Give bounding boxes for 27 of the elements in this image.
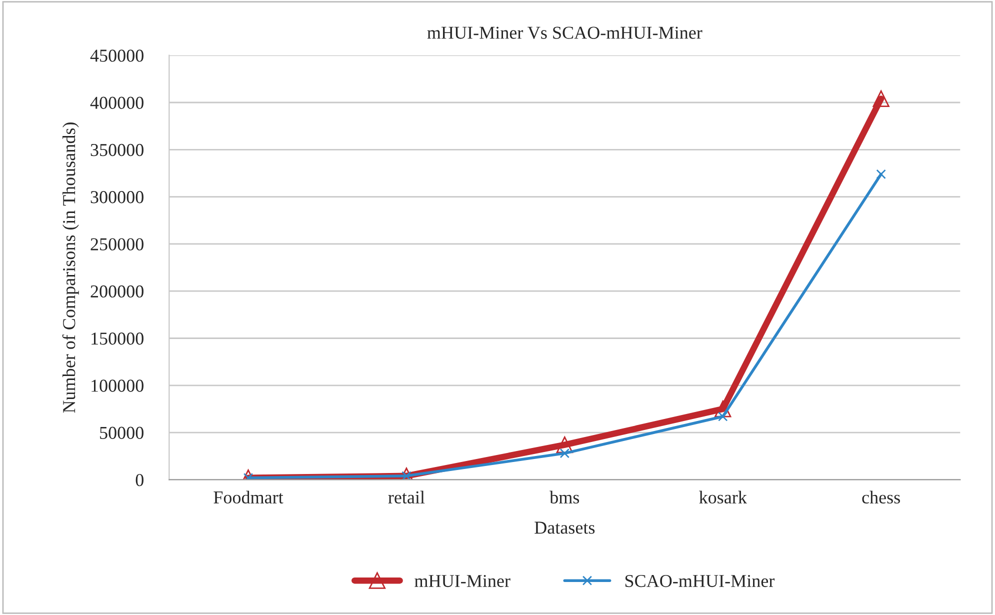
y-tick-label: 400000 bbox=[90, 96, 144, 109]
point bbox=[872, 90, 890, 108]
y-tick-label: 450000 bbox=[90, 50, 144, 62]
y-tick-label: 0 bbox=[136, 474, 144, 486]
point bbox=[714, 400, 732, 418]
point bbox=[243, 472, 254, 480]
x-axis-title: Datasets bbox=[534, 522, 595, 534]
x-tick-label: Foodmart bbox=[214, 490, 284, 504]
legend-label: mHUI-Miner bbox=[414, 574, 510, 588]
x-tick-label: kosark bbox=[699, 490, 747, 504]
y-tick-label: 350000 bbox=[90, 144, 144, 156]
y-axis-title: Number of Comparisons (in Thousands) bbox=[62, 122, 79, 413]
y-tick-label: 100000 bbox=[92, 380, 144, 392]
y-tick-label: 50000 bbox=[100, 426, 144, 439]
x-tick-label: chess bbox=[862, 490, 900, 504]
y-tick-label: 200000 bbox=[90, 285, 144, 298]
point bbox=[876, 169, 886, 180]
x-tick-label: retail bbox=[388, 490, 425, 504]
point bbox=[560, 448, 570, 458]
y-tick-label: 250000 bbox=[90, 238, 144, 250]
y-tick-label: 150000 bbox=[92, 332, 144, 345]
x-tick-label: bms bbox=[550, 490, 580, 504]
point bbox=[718, 412, 728, 422]
legend-label: SCAO-mHUI-Miner bbox=[625, 574, 775, 588]
point bbox=[402, 471, 412, 480]
y-tick-label: 300000 bbox=[90, 191, 144, 204]
chart-title: mHUI-Miner Vs SCAO-mHUI-Miner bbox=[427, 26, 702, 39]
